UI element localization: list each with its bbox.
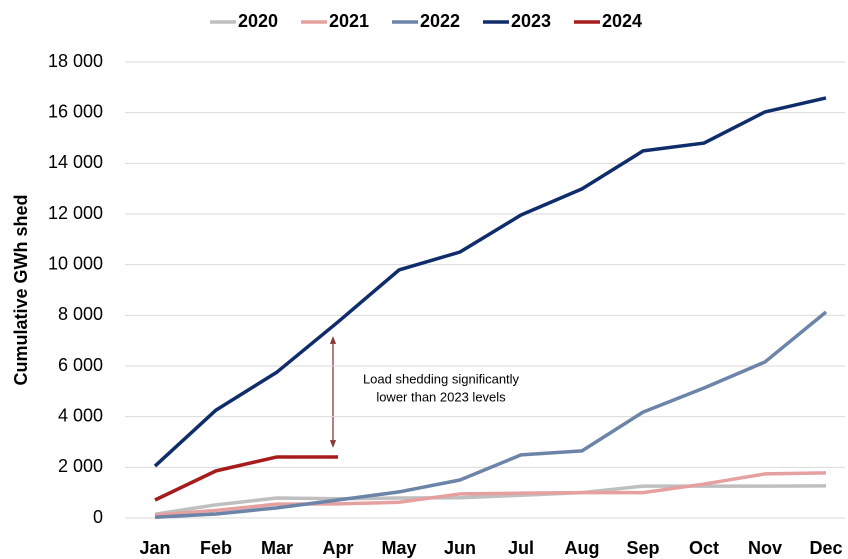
line-series (154, 310, 828, 519)
x-tick-label: Jan (139, 538, 170, 558)
line-series (154, 484, 827, 516)
x-tick-label: Nov (748, 538, 782, 558)
x-tick-label: Aug (565, 538, 600, 558)
x-tick-label: Oct (689, 538, 719, 558)
x-tick-label: Jun (444, 538, 476, 558)
y-tick-label: 18 000 (48, 51, 103, 71)
line-series (153, 96, 827, 468)
x-tick-label: Jul (508, 538, 534, 558)
x-tick-label: Mar (261, 538, 293, 558)
y-axis-label: Cumulative GWh shed (11, 194, 31, 385)
annotation: lower than 2023 levels (376, 389, 506, 404)
legend-label: 2020 (238, 11, 278, 31)
y-tick-label: 4 000 (58, 405, 103, 425)
line-series (154, 455, 338, 502)
legend-label: 2022 (420, 11, 460, 31)
y-tick-label: 8 000 (58, 304, 103, 324)
x-tick-label: Apr (323, 538, 354, 558)
x-tick-label: May (381, 538, 416, 558)
y-tick-label: 14 000 (48, 152, 103, 172)
y-tick-label: 10 000 (48, 253, 103, 273)
x-tick-label: Sep (626, 538, 659, 558)
x-tick-label: Dec (809, 538, 842, 558)
legend-label: 2021 (329, 11, 369, 31)
legend-label: 2023 (511, 11, 551, 31)
x-tick-label: Feb (200, 538, 232, 558)
line-series (154, 471, 827, 517)
y-tick-label: 6 000 (58, 355, 103, 375)
annotation: Load shedding significantly (363, 371, 520, 386)
y-tick-label: 2 000 (58, 456, 103, 476)
y-tick-label: 16 000 (48, 101, 103, 121)
y-tick-label: 0 (93, 507, 103, 527)
y-tick-label: 12 000 (48, 203, 103, 223)
legend-label: 2024 (602, 11, 642, 31)
